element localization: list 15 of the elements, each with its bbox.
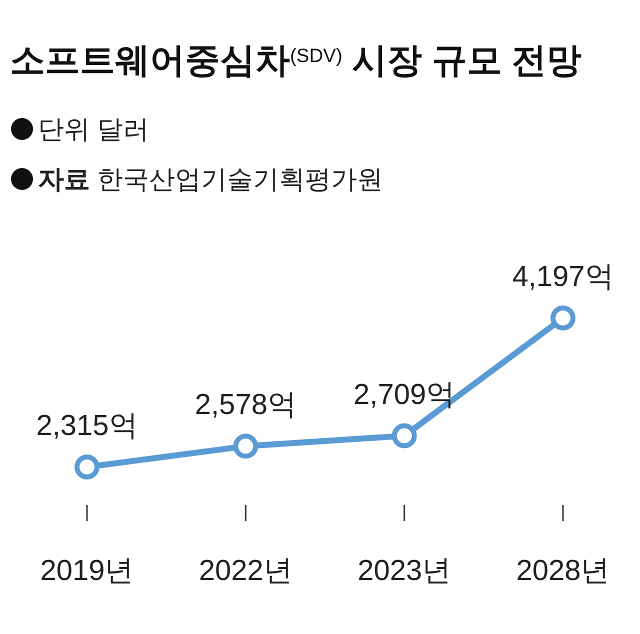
- data-label: 2,315억: [36, 410, 138, 442]
- point: [74, 454, 100, 480]
- point: [392, 423, 417, 448]
- x-tick-label: 2022년: [198, 555, 292, 587]
- data-label: 2,578억: [194, 389, 296, 422]
- point: [233, 434, 258, 459]
- x-tick-label: 2028년: [516, 555, 610, 587]
- x-tick-label: 2023년: [358, 555, 452, 587]
- text: 자료 한국산업기술기획평가원: [38, 164, 384, 194]
- text: 단위 달러: [38, 114, 150, 144]
- chart-title: 소프트웨어중심차$^{(SDV)}$ 시장 규모 전망: [10, 41, 582, 80]
- point: [550, 306, 576, 330]
- data-label: 4,197억: [512, 261, 614, 293]
- data-label: 2,709억: [354, 378, 456, 411]
- x-tick-label: 2019년: [40, 555, 134, 587]
